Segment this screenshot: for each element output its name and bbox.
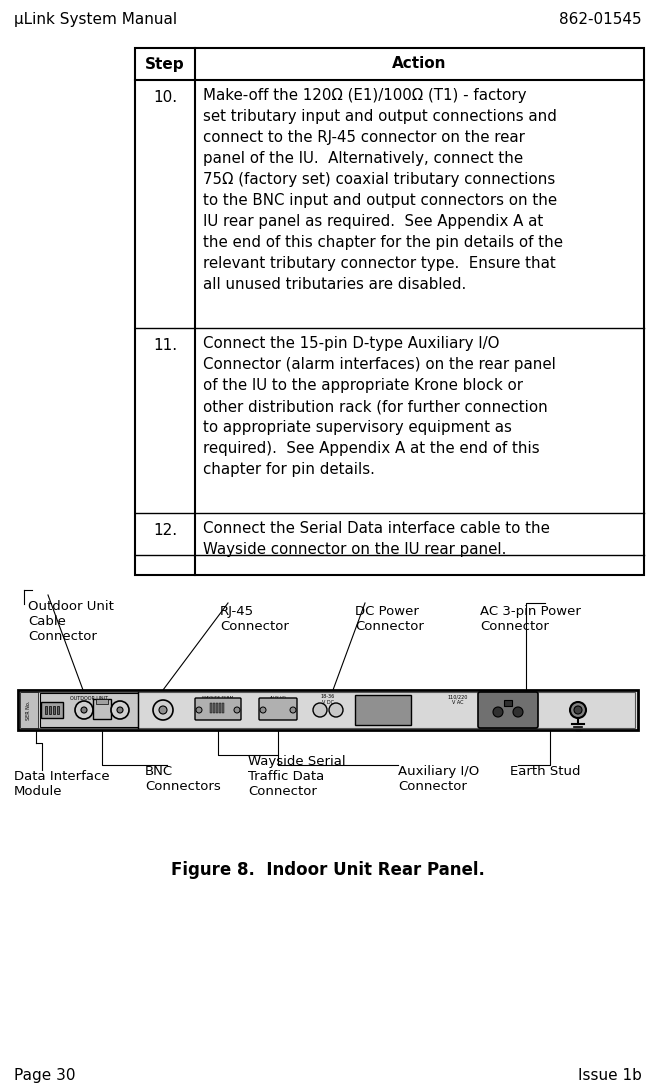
Text: Connect the 15-pin D-type Auxiliary I/O
Connector (alarm interfaces) on the rear: Connect the 15-pin D-type Auxiliary I/O … bbox=[203, 336, 556, 477]
Circle shape bbox=[111, 700, 129, 719]
Text: V AC: V AC bbox=[452, 700, 464, 706]
Bar bbox=[41, 702, 63, 718]
Text: AUX I/O: AUX I/O bbox=[270, 696, 286, 700]
Bar bbox=[135, 48, 644, 574]
Circle shape bbox=[75, 700, 93, 719]
Circle shape bbox=[313, 703, 327, 717]
Text: BNC
Connectors: BNC Connectors bbox=[145, 765, 221, 793]
Bar bbox=[213, 703, 215, 714]
Text: OUTDOOR UNIT: OUTDOOR UNIT bbox=[70, 696, 108, 702]
Text: Auxiliary I/O
Connector: Auxiliary I/O Connector bbox=[398, 765, 480, 793]
FancyBboxPatch shape bbox=[259, 698, 297, 720]
Bar bbox=[53, 706, 55, 714]
Bar bbox=[49, 706, 51, 714]
Bar bbox=[57, 706, 59, 714]
Text: 110/220: 110/220 bbox=[448, 695, 468, 699]
Circle shape bbox=[159, 706, 167, 714]
Bar bbox=[355, 695, 411, 725]
Circle shape bbox=[493, 707, 503, 717]
Circle shape bbox=[290, 707, 296, 714]
Text: AC 3-pin Power
Connector: AC 3-pin Power Connector bbox=[480, 605, 581, 633]
Bar bbox=[20, 692, 38, 728]
Bar bbox=[93, 699, 111, 719]
Bar bbox=[222, 703, 224, 714]
Bar bbox=[219, 703, 221, 714]
Bar bbox=[96, 699, 108, 704]
Text: SER No.: SER No. bbox=[26, 700, 31, 720]
Text: Figure 8.  Indoor Unit Rear Panel.: Figure 8. Indoor Unit Rear Panel. bbox=[171, 861, 485, 879]
Text: DC Power
Connector: DC Power Connector bbox=[355, 605, 424, 633]
Text: 11.: 11. bbox=[153, 338, 177, 353]
Text: WAYSIDE TERM: WAYSIDE TERM bbox=[203, 696, 234, 700]
Text: μLink System Manual: μLink System Manual bbox=[14, 12, 177, 27]
Circle shape bbox=[570, 702, 586, 718]
Text: Earth Stud: Earth Stud bbox=[510, 765, 581, 778]
Circle shape bbox=[196, 707, 202, 714]
Circle shape bbox=[117, 707, 123, 714]
Text: Page 30: Page 30 bbox=[14, 1068, 75, 1083]
Bar bbox=[211, 703, 212, 714]
Text: 862-01545: 862-01545 bbox=[560, 12, 642, 27]
Text: RJ-45
Connector: RJ-45 Connector bbox=[220, 605, 289, 633]
Text: Step: Step bbox=[145, 56, 185, 72]
Text: 18-36: 18-36 bbox=[321, 695, 335, 699]
Text: 12.: 12. bbox=[153, 523, 177, 538]
Circle shape bbox=[234, 707, 240, 714]
Text: V DC: V DC bbox=[322, 700, 334, 706]
Text: Make-off the 120Ω (E1)/100Ω (T1) - factory
set tributary input and output connec: Make-off the 120Ω (E1)/100Ω (T1) - facto… bbox=[203, 88, 563, 292]
Bar bbox=[504, 700, 512, 706]
Bar bbox=[21, 692, 635, 728]
Circle shape bbox=[260, 707, 266, 714]
Text: Wayside Serial
Traffic Data
Connector: Wayside Serial Traffic Data Connector bbox=[248, 755, 346, 798]
Text: Data Interface
Module: Data Interface Module bbox=[14, 770, 110, 798]
Text: 10.: 10. bbox=[153, 90, 177, 105]
Circle shape bbox=[153, 700, 173, 720]
Text: Issue 1b: Issue 1b bbox=[578, 1068, 642, 1083]
Bar bbox=[45, 706, 47, 714]
Circle shape bbox=[513, 707, 523, 717]
Circle shape bbox=[574, 706, 582, 714]
Text: Outdoor Unit
Cable
Connector: Outdoor Unit Cable Connector bbox=[28, 599, 114, 643]
Circle shape bbox=[329, 703, 343, 717]
FancyBboxPatch shape bbox=[478, 692, 538, 728]
Text: Action: Action bbox=[392, 56, 447, 72]
FancyBboxPatch shape bbox=[195, 698, 241, 720]
Circle shape bbox=[81, 707, 87, 714]
Text: Connect the Serial Data interface cable to the
Wayside connector on the IU rear : Connect the Serial Data interface cable … bbox=[203, 521, 550, 557]
Bar bbox=[40, 693, 138, 727]
Bar bbox=[216, 703, 218, 714]
Bar bbox=[18, 690, 638, 730]
